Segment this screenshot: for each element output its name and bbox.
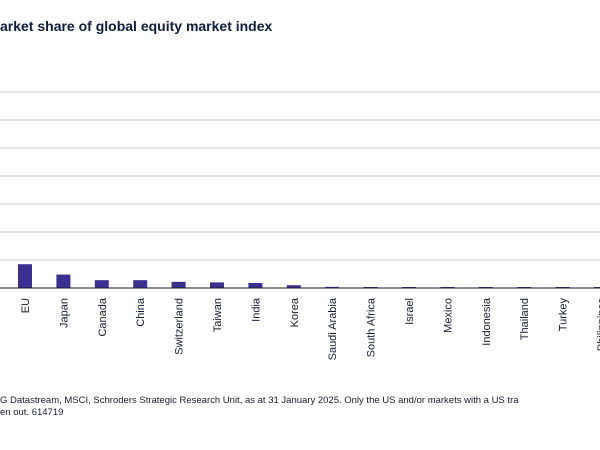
x-tick-label: Japan bbox=[58, 298, 70, 328]
x-tick-label: Switzerland bbox=[174, 298, 186, 355]
bar-taiwan bbox=[210, 282, 224, 288]
bar-japan bbox=[56, 274, 71, 288]
x-tick-label: India bbox=[250, 297, 262, 322]
chart-title: arket share of global equity market inde… bbox=[0, 18, 273, 34]
bar-switzerland bbox=[171, 281, 186, 288]
source-line-1: G Datastream, MSCI, Schroders Strategic … bbox=[0, 395, 519, 406]
source-line-2: en out. 614719 bbox=[0, 407, 64, 418]
x-tick-label: Turkey bbox=[558, 298, 570, 332]
x-tick-labels: EU Japan Canada China Switzerland Taiwan India… bbox=[20, 297, 600, 360]
x-tick-label: Philippines bbox=[596, 298, 600, 352]
bar-india bbox=[248, 282, 263, 288]
bar-saudi-arabia bbox=[325, 286, 340, 288]
x-tick-label: Mexico bbox=[442, 298, 454, 333]
source-note: G Datastream, MSCI, Schroders Strategic … bbox=[0, 395, 519, 419]
x-tick-label: Indonesia bbox=[481, 297, 493, 346]
gridlines bbox=[0, 91, 600, 261]
bar-chart: EU Japan Canada China Switzerland Taiwan India… bbox=[0, 91, 600, 360]
bar-eu bbox=[18, 264, 32, 288]
x-tick-label: Saudi Arabia bbox=[327, 297, 339, 360]
x-tick-label: Israel bbox=[404, 298, 416, 325]
x-tick-label: China bbox=[135, 297, 147, 327]
x-tick-label: Thailand bbox=[519, 298, 531, 340]
x-tick-label: Canada bbox=[97, 297, 109, 336]
x-tick-label: South Africa bbox=[366, 297, 378, 357]
bar-canada bbox=[94, 280, 109, 288]
bar-korea bbox=[286, 285, 301, 288]
x-tick-label: EU bbox=[20, 298, 32, 313]
x-tick-label: Korea bbox=[289, 297, 301, 327]
x-tick-label: Taiwan bbox=[212, 298, 224, 332]
bar-china bbox=[133, 280, 148, 288]
bars bbox=[18, 264, 600, 288]
